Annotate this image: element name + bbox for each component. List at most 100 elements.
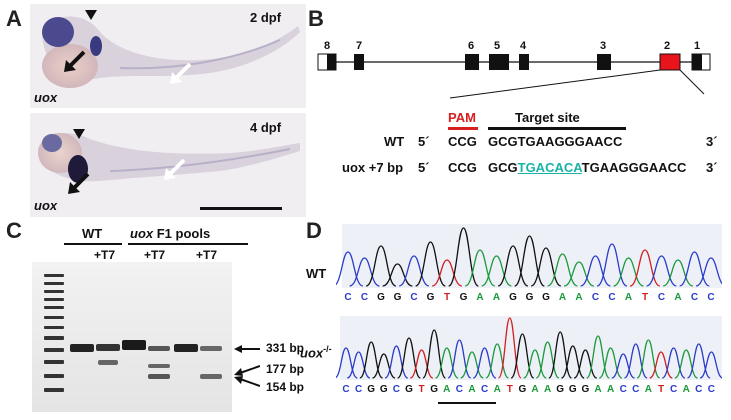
chromatogram-wt-label: WT bbox=[306, 266, 327, 281]
stage-label-2dpf: 2 dpf bbox=[250, 10, 282, 25]
wt-peak-10 bbox=[497, 245, 529, 287]
band-arrow-177-icon bbox=[234, 365, 260, 376]
black-arrow-icon bbox=[64, 50, 86, 72]
wt-peak-22 bbox=[695, 257, 722, 287]
white-arrow-icon bbox=[164, 158, 186, 180]
mut-base-call-24: A bbox=[645, 384, 652, 395]
mut-3prime: 3´ bbox=[706, 160, 718, 175]
exon-label-3: 3 bbox=[600, 40, 607, 52]
wt-base-call-5: G bbox=[427, 292, 435, 303]
wt-peak-20 bbox=[662, 259, 694, 287]
mut-peak-9 bbox=[447, 339, 472, 379]
mut-base-call-12: A bbox=[494, 384, 501, 395]
wt-base-call-3: G bbox=[394, 292, 402, 303]
band-arrow-331-icon bbox=[234, 345, 260, 353]
mut-base-call-10: A bbox=[468, 384, 475, 395]
mut-base-call-25: T bbox=[658, 384, 664, 395]
wt-peak-12 bbox=[530, 247, 562, 287]
arrowhead-icon bbox=[73, 129, 85, 139]
mut-base-call-5: G bbox=[405, 384, 413, 395]
exon-label-7: 7 bbox=[356, 40, 363, 52]
mut-peak-1 bbox=[346, 351, 371, 379]
wt-base-call-18: T bbox=[642, 292, 648, 303]
mut-base-call-18: G bbox=[569, 384, 577, 395]
mut-base-call-9: C bbox=[456, 384, 463, 395]
mut-base-call-28: C bbox=[695, 384, 702, 395]
chromatogram-mut-label: uox-/- bbox=[300, 344, 332, 360]
wt-peak-6 bbox=[431, 259, 463, 287]
mut-base-call-11: C bbox=[481, 384, 488, 395]
mut-peak-3 bbox=[372, 353, 396, 379]
wt-peak-17 bbox=[613, 257, 644, 287]
wt-peak-16 bbox=[596, 243, 628, 287]
wt-peak-9 bbox=[481, 255, 512, 287]
mut-peak-12 bbox=[485, 343, 509, 379]
gel-wt-bracket bbox=[64, 243, 122, 245]
mut-target-seq: GCGTGACACATGAAGGGAACC bbox=[488, 160, 686, 175]
exon-label-4: 4 bbox=[520, 40, 527, 52]
mut-seq-insert: TGACACA bbox=[517, 160, 582, 175]
mut-base-call-0: C bbox=[342, 384, 349, 395]
wt-base-call-11: G bbox=[526, 292, 534, 303]
mut-pam-seq: CCG bbox=[448, 160, 477, 175]
wt-base-call-2: G bbox=[377, 292, 385, 303]
wt-peak-19 bbox=[646, 255, 677, 287]
mut-base-call-13: T bbox=[507, 384, 513, 395]
mut-base-call-3: G bbox=[380, 384, 388, 395]
wt-3prime: 3´ bbox=[706, 134, 718, 149]
panel-d-letter: D bbox=[306, 218, 322, 243]
wt-peak-21 bbox=[679, 251, 710, 287]
gene-label-top: uox bbox=[34, 90, 58, 105]
mut-peak-6 bbox=[409, 349, 434, 379]
wt-base-call-14: A bbox=[575, 292, 582, 303]
wt-base-call-16: C bbox=[608, 292, 615, 303]
mut-peak-28 bbox=[687, 343, 711, 379]
mut-base-call-26: C bbox=[670, 384, 677, 395]
mut-base-call-29: C bbox=[708, 384, 715, 395]
wt-base-call-20: A bbox=[674, 292, 681, 303]
wt-peak-11 bbox=[514, 235, 545, 287]
wt-base-call-17: A bbox=[625, 292, 632, 303]
gel-uox-bracket bbox=[128, 243, 248, 245]
gel-wt-header: WT bbox=[82, 226, 103, 241]
wt-base-call-9: A bbox=[493, 292, 500, 303]
wt-base-call-8: A bbox=[476, 292, 483, 303]
mut-peak-10 bbox=[460, 351, 484, 379]
wt-base-call-1: C bbox=[361, 292, 368, 303]
mut-peak-27 bbox=[674, 349, 698, 379]
mut-peak-4 bbox=[384, 345, 409, 379]
wt-peak-13 bbox=[547, 253, 578, 287]
wt-base-call-15: C bbox=[592, 292, 599, 303]
arrowhead-icon bbox=[85, 10, 97, 20]
mut-base-call-19: G bbox=[582, 384, 590, 395]
mut-peak-21 bbox=[598, 347, 623, 379]
gel-t7-label-1: +T7 bbox=[94, 248, 116, 262]
wt-peak-15 bbox=[580, 255, 611, 287]
mut-seq-prefix: GCG bbox=[488, 160, 518, 175]
wt-base-call-10: G bbox=[509, 292, 517, 303]
exon-label-2: 2 bbox=[664, 40, 671, 52]
mut-peak-17 bbox=[548, 331, 573, 379]
gene-structure-diagram bbox=[317, 53, 711, 99]
mut-base-call-4: C bbox=[393, 384, 400, 395]
exon-label-6: 6 bbox=[468, 40, 475, 52]
wt-5prime: 5´ bbox=[418, 134, 430, 149]
mut-base-call-17: G bbox=[556, 384, 564, 395]
mut-peak-25 bbox=[649, 351, 673, 379]
panel-b-letter: B bbox=[308, 6, 324, 31]
wt-base-call-6: T bbox=[444, 292, 450, 303]
wt-base-call-19: C bbox=[658, 292, 665, 303]
gel-uox-header: uox F1 pools bbox=[130, 226, 210, 241]
exon-label-5: 5 bbox=[494, 40, 501, 52]
wt-peak-1 bbox=[349, 257, 380, 287]
mut-peak-15 bbox=[523, 349, 547, 379]
wt-row-label: WT bbox=[384, 134, 405, 149]
insertion-underline bbox=[438, 402, 496, 404]
mut-peak-19 bbox=[573, 349, 598, 379]
mut-peak-24 bbox=[636, 339, 661, 379]
mut-peak-16 bbox=[535, 341, 560, 379]
scale-bar bbox=[200, 207, 282, 210]
mut-peak-5 bbox=[397, 337, 421, 379]
band-label-154: 154 bp bbox=[266, 380, 305, 394]
